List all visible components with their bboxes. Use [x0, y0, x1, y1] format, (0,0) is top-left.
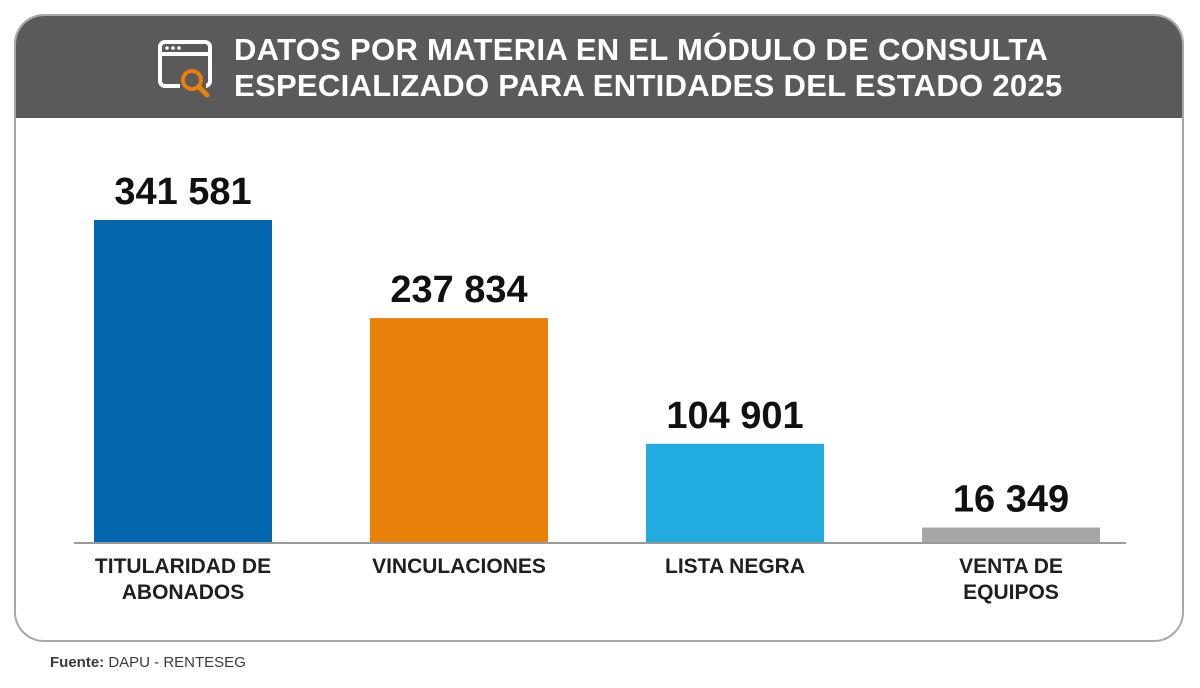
category-label-3-1: EQUIPOS: [963, 581, 1059, 604]
category-label-0-0: TITULARIDAD DE: [95, 555, 271, 578]
chart-title-line2: ESPECIALIZADO PARA ENTIDADES DEL ESTADO …: [234, 68, 1063, 103]
chart-title-line1: DATOS POR MATERIA EN EL MÓDULO DE CONSUL…: [234, 32, 1049, 67]
chart-title: DATOS POR MATERIA EN EL MÓDULO DE CONSUL…: [234, 32, 1174, 104]
category-label-3-0: VENTA DE: [959, 555, 1063, 578]
value-label-0: 341 581: [114, 171, 251, 213]
bar-2: [646, 443, 824, 543]
bar-3: [922, 527, 1100, 543]
value-label-3: 16 349: [953, 479, 1069, 521]
value-label-1: 237 834: [390, 269, 527, 311]
source-label: Fuente:: [50, 654, 105, 671]
source-note: Fuente: DAPU - RENTESEG: [50, 654, 246, 671]
bar-1: [370, 318, 548, 543]
chart-header: DATOS POR MATERIA EN EL MÓDULO DE CONSUL…: [16, 16, 1182, 118]
value-label-2: 104 901: [666, 395, 803, 437]
bar-0: [94, 220, 272, 543]
source-text: DAPU - RENTESEG: [104, 654, 246, 671]
category-label-0-1: ABONADOS: [122, 581, 245, 604]
category-label-2-0: LISTA NEGRA: [665, 555, 805, 578]
category-label-1-0: VINCULACIONES: [372, 555, 546, 578]
browser-search-icon: [158, 40, 212, 98]
